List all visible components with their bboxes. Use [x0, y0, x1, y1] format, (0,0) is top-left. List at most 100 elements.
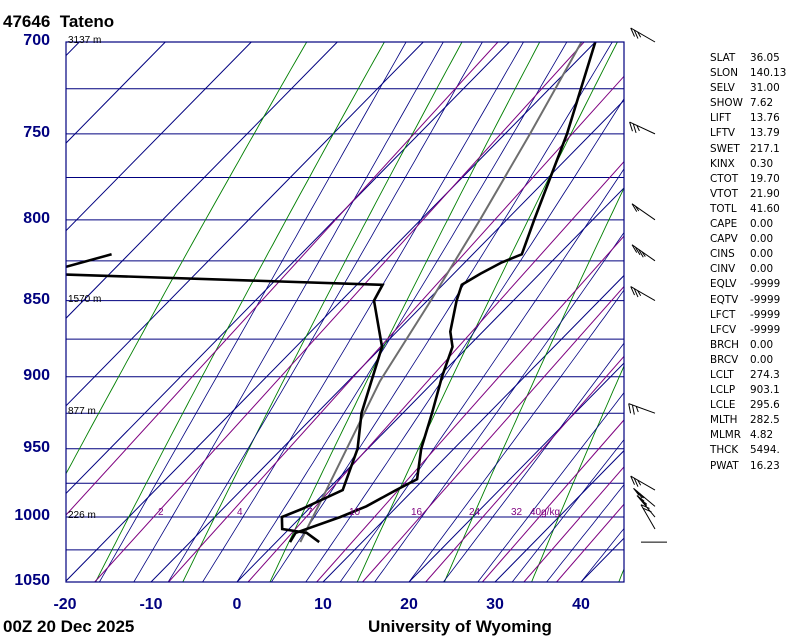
- mixing-ratio-label: 32: [511, 507, 523, 518]
- mixing-ratio-label: 16: [411, 507, 423, 518]
- index-name: CINS: [710, 248, 735, 261]
- index-value: 36.05: [750, 52, 780, 64]
- mixing-ratio-line: [523, 466, 624, 582]
- temperature-profile: [288, 42, 597, 543]
- index-row: LCLP 903.1: [710, 383, 786, 398]
- index-row: SELV 31.00: [710, 81, 786, 96]
- index-row: PWAT 16.23: [710, 459, 786, 474]
- index-name: MLMR: [710, 429, 741, 442]
- index-value: 4.82: [750, 429, 774, 442]
- index-value: 903.1: [750, 384, 780, 397]
- index-value: 0.00: [750, 218, 774, 231]
- moist-adiabat-line: [408, 289, 624, 582]
- dry-adiabat-line: [793, 42, 800, 582]
- moist-adiabat-line: [133, 42, 444, 582]
- wind-barb: [633, 487, 656, 507]
- moist-adiabat-line: [271, 42, 613, 582]
- index-row: SHOW 7.62: [710, 96, 786, 111]
- pressure-tick-label: 850: [23, 290, 50, 308]
- dry-adiabat-line: [95, 42, 385, 582]
- index-value: 0.00: [750, 263, 774, 276]
- mixing-ratio-line: [94, 42, 585, 582]
- index-row: CINS 0.00: [710, 247, 786, 262]
- index-row: MLTH 282.5: [710, 413, 786, 428]
- index-name: BRCH: [710, 338, 739, 351]
- index-row: MLMR 4.82: [710, 428, 786, 443]
- index-name: CAPV: [710, 233, 738, 246]
- index-row: SLAT 36.05: [710, 51, 786, 66]
- temperature-tick-label: 30: [486, 596, 504, 613]
- index-value: -9999: [750, 293, 781, 306]
- temperature-tick-label: -20: [53, 596, 77, 613]
- index-name: CTOT: [710, 172, 739, 185]
- index-name: SLON: [710, 67, 738, 80]
- index-row: LIFT 13.76: [710, 111, 786, 126]
- height-label: 877 m: [68, 406, 96, 418]
- mixing-ratio-label: 2: [158, 507, 164, 518]
- index-value: 0.00: [750, 233, 774, 246]
- isotherm-line: [66, 42, 510, 495]
- index-value: 0.00: [750, 338, 774, 351]
- index-row: SWET 217.1: [710, 142, 786, 157]
- index-row: LFTV 13.79: [710, 126, 786, 141]
- mixing-ratio-label: 40g/kg: [530, 507, 561, 518]
- mixing-ratio-label: 10: [349, 507, 361, 518]
- wind-barb: [630, 27, 656, 43]
- index-row: BRCH 0.00: [710, 338, 786, 353]
- isotherm-line: [322, 274, 624, 582]
- index-value: -9999: [750, 278, 781, 291]
- index-value: 19.70: [750, 172, 780, 185]
- index-value: 13.76: [750, 112, 780, 125]
- moist-adiabat-line: [236, 42, 568, 582]
- mixing-ratio-line: [168, 75, 624, 582]
- temperature-tick-label: 10: [314, 596, 332, 613]
- index-value: 13.79: [750, 127, 780, 140]
- index-value: 140.13: [750, 67, 787, 80]
- plot-frame: [65, 41, 625, 583]
- mixing-ratio-line: [362, 285, 624, 582]
- index-row: BRCV 0.00: [710, 353, 786, 368]
- index-name: LFCT: [710, 308, 736, 321]
- wind-barb: [628, 403, 656, 415]
- data-source: University of Wyoming: [368, 617, 552, 636]
- moist-adiabat-line: [99, 42, 407, 582]
- index-row: EQLV -9999: [710, 277, 786, 292]
- moist-adiabat-line: [546, 484, 624, 582]
- dry-adiabat-line: [531, 364, 624, 582]
- index-value: 274.3: [750, 368, 780, 381]
- index-name: LCLE: [710, 399, 736, 412]
- moist-adiabat-line: [443, 342, 624, 582]
- height-label: 226 m: [68, 510, 96, 522]
- isotherm-line: [66, 42, 252, 232]
- index-name: CAPE: [710, 218, 738, 231]
- index-name: THCK: [710, 444, 739, 457]
- index-name: CINV: [710, 263, 736, 276]
- index-name: PWAT: [710, 459, 739, 472]
- moist-adiabat-line: [339, 168, 624, 582]
- wind-barb: [636, 495, 656, 518]
- index-name: TOTL: [710, 202, 737, 215]
- index-value: 0.00: [750, 248, 774, 261]
- index-value: 7.62: [750, 97, 774, 110]
- index-name: LFCV: [710, 323, 737, 336]
- dewpoint-profile: [66, 253, 385, 544]
- dry-adiabat-line: [443, 187, 624, 582]
- index-name: LFTV: [710, 127, 736, 140]
- wind-barb: [629, 121, 656, 135]
- index-value: 21.90: [750, 187, 780, 200]
- pressure-tick-label: 750: [23, 123, 50, 141]
- index-row: CTOT 19.70: [710, 172, 786, 187]
- moist-adiabat-line: [511, 438, 624, 582]
- parcel-path: [299, 42, 583, 543]
- index-row: SLON 140.13: [710, 66, 786, 81]
- wind-barb: [631, 244, 656, 262]
- pressure-tick-label: 1050: [14, 572, 50, 589]
- index-row: VTOT 21.90: [710, 187, 786, 202]
- index-row: TOTL 41.60: [710, 202, 786, 217]
- index-value: 282.5: [750, 414, 780, 427]
- index-name: SHOW: [710, 97, 743, 110]
- isotherm-line: [66, 42, 166, 144]
- index-name: LIFT: [710, 112, 731, 125]
- isotherm-line: [66, 42, 338, 319]
